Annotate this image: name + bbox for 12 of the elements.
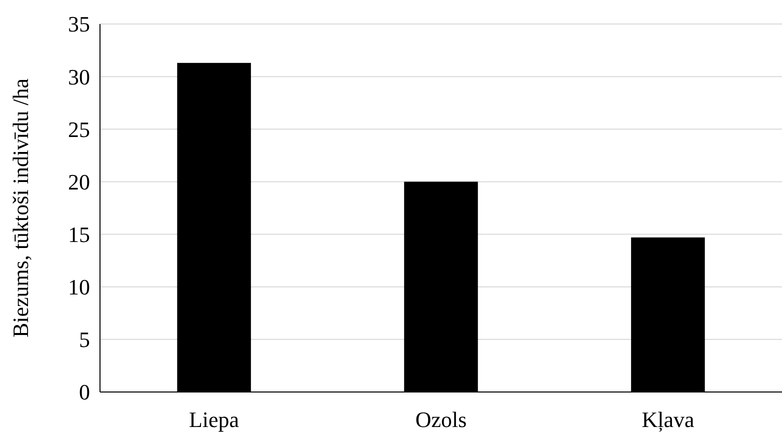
x-tick-label: Ozols — [415, 407, 467, 432]
y-tick-label: 0 — [79, 380, 90, 405]
y-tick-label: 25 — [68, 116, 90, 142]
y-tick-label: 35 — [68, 12, 90, 37]
y-tick-label: 5 — [79, 327, 90, 352]
x-tick-label: Kļava — [642, 407, 694, 432]
y-tick-label: 20 — [68, 169, 90, 194]
y-tick-label: 30 — [68, 64, 90, 90]
y-tick-label: 10 — [68, 274, 90, 300]
y-axis-title: Biezums, tūktoši indivīdu /ha — [8, 78, 33, 338]
x-tick-label: Liepa — [189, 407, 240, 432]
y-tick-label: 15 — [68, 222, 90, 247]
